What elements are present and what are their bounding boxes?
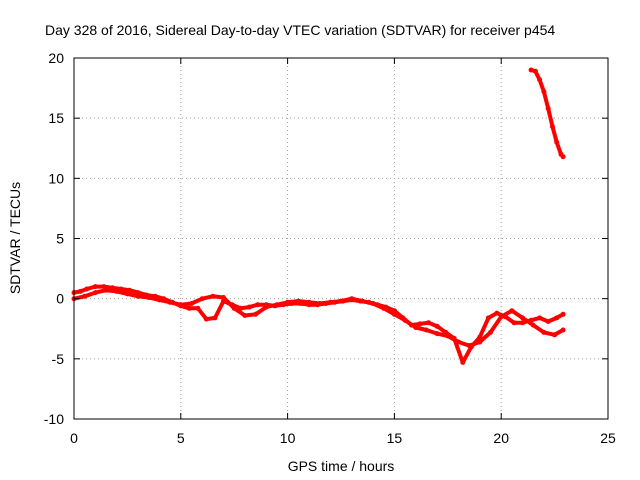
data-point [186,305,192,311]
data-point [189,301,194,306]
x-tick-label: 25 [600,430,616,446]
data-point [509,308,515,314]
data-point [391,311,397,317]
data-point [560,327,566,333]
data-point [156,297,162,303]
data-point [127,287,132,293]
y-tick-label: 0 [56,291,64,307]
data-point [413,325,419,330]
x-tick-label: 20 [493,430,509,446]
data-point [456,339,461,345]
data-point [255,302,261,308]
data-point [77,288,83,294]
chart-title: Day 328 of 2016, Sidereal Day-to-day VTE… [45,22,555,38]
data-point [560,311,566,317]
data-point [146,295,152,300]
data-point [434,323,440,329]
data-point [560,154,566,160]
data-point [498,314,504,320]
data-point [124,291,130,297]
data-point [545,106,551,111]
tick-layer: 0 5 10 15 20 25 -10 -5 0 5 10 15 20 [44,50,616,446]
data-point [195,305,201,311]
data-point [84,286,90,292]
data-point [231,305,237,311]
data-point [242,313,248,318]
data-point [212,315,218,321]
y-tick-label: -5 [52,351,65,367]
data-point [554,315,560,321]
data-point [423,327,429,333]
data-point [199,296,205,302]
data-point [285,299,291,305]
data-point [402,317,408,323]
data-point [274,302,280,308]
data-point [135,293,141,299]
x-tick-label: 10 [280,430,296,446]
data-point [135,290,141,296]
data-point [520,320,526,326]
y-axis-title: SDTVAR / TECUs [7,182,23,294]
x-tick-label: 15 [387,430,403,446]
data-point [460,359,466,365]
data-point [537,77,543,83]
data-point [537,315,543,321]
y-tick-label: 5 [56,231,64,247]
data-point [178,302,184,308]
data-point [554,139,560,145]
y-tick-label: 10 [48,170,64,186]
x-tick-label: 5 [177,430,185,446]
data-point [103,287,109,293]
data-point [426,320,432,326]
data-point [114,288,120,294]
data-point [550,124,555,130]
data-point [511,320,517,326]
data-point [545,319,551,324]
data-point [541,89,547,95]
x-tick-label: 0 [70,430,78,446]
data-point [530,322,536,328]
data-point [541,329,547,335]
data-point [485,315,491,321]
y-tick-label: 20 [48,50,64,66]
data-point [520,315,526,321]
data-point [434,331,440,337]
data-point [246,304,252,310]
data-point [494,310,500,316]
data-point [552,332,558,338]
data-point [203,316,209,322]
grid-layer [74,58,608,419]
y-tick-label: -10 [44,411,64,427]
data-point [338,298,344,304]
data-point [82,293,88,299]
data-point [381,305,387,311]
data-point [317,301,323,306]
data-point [370,301,376,306]
data-point [210,293,216,299]
series-layer [71,67,566,365]
x-axis-title: GPS time / hours [288,458,395,474]
data-point [167,299,173,305]
data-point [327,299,333,305]
data-point [263,304,269,310]
data-point [477,339,483,345]
data-point [92,290,98,296]
data-point [92,284,98,290]
data-point [306,299,312,305]
data-point [445,333,451,339]
data-point [349,296,355,302]
data-point [253,311,259,317]
data-point [528,67,534,73]
data-point [221,295,226,300]
data-point [488,329,493,335]
data-point [359,298,365,304]
data-point [417,321,423,327]
data-point [466,343,472,349]
data-point [295,298,301,304]
y-tick-label: 15 [48,110,64,126]
data-point [532,68,538,74]
